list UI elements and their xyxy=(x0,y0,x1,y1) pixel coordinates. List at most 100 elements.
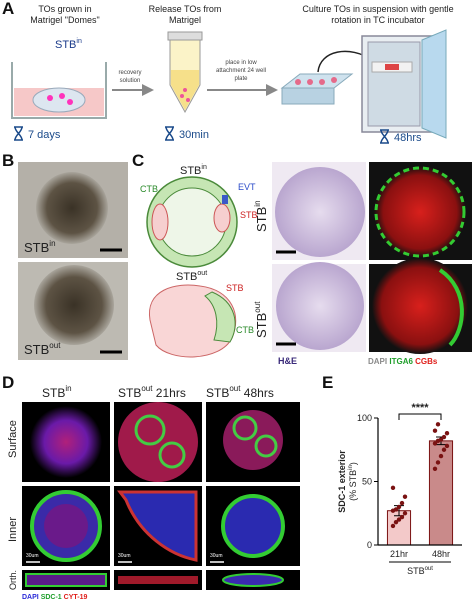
diagram-stb-in xyxy=(146,176,238,268)
data-point xyxy=(393,507,399,512)
label-sup: out xyxy=(425,566,434,572)
data-point xyxy=(432,428,438,433)
stain-legend: DAPI ITGA6 CGBs xyxy=(368,357,438,366)
y-axis-label: SDC-1 exterior(% STBin) xyxy=(337,450,358,513)
title-sup: out xyxy=(197,270,207,277)
scale-bar-label: 30um xyxy=(210,553,223,559)
label-suffix: 21hrs xyxy=(152,386,185,400)
label-base: STB xyxy=(254,313,269,338)
diagram-label: CTB xyxy=(140,184,158,194)
significance-bracket xyxy=(398,413,442,420)
panel-label: E xyxy=(322,373,333,392)
time: 48hrs xyxy=(394,132,422,144)
data-point xyxy=(402,511,408,516)
label-sup: in xyxy=(253,200,262,206)
label-base: STB xyxy=(407,566,425,576)
label-line: (% STB xyxy=(348,470,358,501)
group-label: STBin xyxy=(55,38,82,51)
x-tick-label: 21hr xyxy=(390,549,408,559)
scale-bar-label: 30um xyxy=(26,553,39,559)
label-base: STB xyxy=(254,207,269,232)
significance: **** xyxy=(411,402,429,414)
label-sup: in xyxy=(65,384,71,393)
stain-label: DAPI xyxy=(22,594,39,600)
label-sup: out xyxy=(141,384,153,393)
label-suffix: 48hrs xyxy=(240,386,273,400)
y-tick-label: 100 xyxy=(357,413,372,423)
micrograph xyxy=(18,262,128,360)
column-label: STBin xyxy=(42,384,72,400)
label-base: STB xyxy=(206,386,229,400)
label-base: STB xyxy=(118,386,141,400)
data-point xyxy=(438,437,444,442)
image-label: STBout xyxy=(24,341,61,357)
data-point xyxy=(441,447,447,452)
data-point xyxy=(435,422,441,427)
x-tick-label: 48hr xyxy=(432,549,450,559)
data-point xyxy=(435,460,441,465)
dish xyxy=(11,62,107,119)
diagram-label: EVT xyxy=(238,182,256,192)
label-sup: in xyxy=(348,465,354,470)
stain-label: ITGA6 xyxy=(389,357,413,366)
data-point xyxy=(393,519,399,525)
data-point xyxy=(438,453,444,459)
label-sup: out xyxy=(253,301,262,313)
diagram-label: STB xyxy=(226,283,244,293)
stain-label: H&E xyxy=(278,356,297,366)
arrow-text: place in low xyxy=(225,60,257,66)
panel-label: A xyxy=(2,0,14,18)
micrograph xyxy=(18,162,128,258)
stain-label: SDC-1 xyxy=(41,594,62,600)
diagram-title: STBout xyxy=(176,270,207,283)
arrow-text: solution xyxy=(120,78,141,84)
step-title: Culture TOs in suspension with gentle xyxy=(302,4,453,14)
title-base: STB xyxy=(180,165,201,177)
data-point xyxy=(432,466,438,471)
column-label: STBout 48hrs xyxy=(206,384,274,400)
if-images xyxy=(369,162,472,354)
panel-label: C xyxy=(132,151,144,170)
label-base: STB xyxy=(24,342,49,357)
time: 30min xyxy=(179,129,209,141)
label-base: STB xyxy=(24,240,49,255)
data-point xyxy=(444,431,450,436)
data-point xyxy=(444,443,450,449)
row-label: STBout xyxy=(253,301,269,338)
y-tick-label: 0 xyxy=(367,540,372,550)
arrow-text: plate xyxy=(234,76,248,82)
title-base: STB xyxy=(176,271,197,283)
data-point xyxy=(399,500,405,506)
data-point xyxy=(390,523,396,529)
stain-label: DAPI xyxy=(368,357,387,366)
time: 7 days xyxy=(28,129,61,141)
step-title: TOs grown in xyxy=(38,4,91,14)
step-title: Matrigel xyxy=(169,15,201,25)
diagram-label: STB xyxy=(240,210,258,220)
group-base: STB xyxy=(55,39,76,51)
step-title: Matrigel "Domes" xyxy=(30,15,99,25)
stain-label: CGBs xyxy=(415,357,438,366)
arrow-text: recovery xyxy=(118,70,141,76)
data-point xyxy=(402,494,408,499)
label-sup: out xyxy=(49,341,61,350)
step-title: Release TOs from xyxy=(149,4,222,14)
incubator xyxy=(361,29,447,139)
column-label: STBout 21hrs xyxy=(118,384,186,400)
y-tick-label: 50 xyxy=(362,477,372,487)
diagram-label: CTB xyxy=(236,325,254,335)
data-point xyxy=(432,441,438,446)
image-label: STBin xyxy=(24,239,56,255)
he-images xyxy=(272,162,366,352)
data-point xyxy=(396,504,402,510)
scale-bar-label: 30um xyxy=(118,553,131,559)
arrow-text: attachment 24 well xyxy=(216,68,266,74)
diagram-title: STBin xyxy=(180,164,207,177)
row-label: Inner xyxy=(7,517,19,542)
title-sup: in xyxy=(201,164,207,171)
label-line: SDC-1 exterior xyxy=(337,450,347,513)
row-label: Orth. xyxy=(8,570,18,590)
data-point xyxy=(390,485,396,491)
label-base: STB xyxy=(42,386,65,400)
